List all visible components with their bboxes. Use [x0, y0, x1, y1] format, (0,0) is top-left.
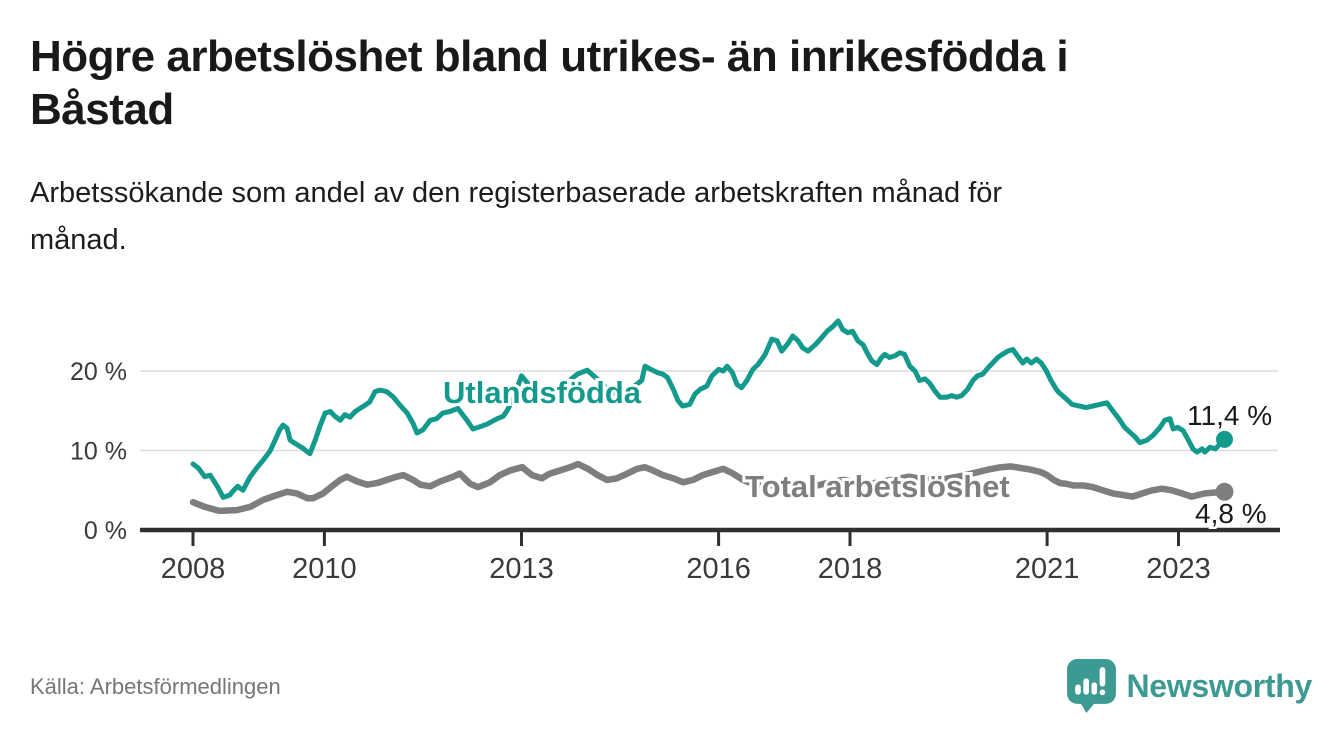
x-tick-label: 2021: [1015, 553, 1080, 585]
y-tick-label: 20 %: [70, 358, 127, 386]
newsworthy-logo-text: Newsworthy: [1126, 668, 1313, 704]
end-dot-utlandsfodda: [1216, 430, 1233, 448]
x-tick-label: 2018: [818, 553, 883, 585]
gridlines: [140, 370, 1278, 452]
page-title-line1: Högre arbetslöshet bland utrikes- än inr…: [30, 32, 1069, 81]
x-tick-label: 2010: [292, 553, 357, 585]
y-axis-labels: 0 % 10 % 20 %: [70, 358, 127, 545]
y-tick-label: 10 %: [70, 438, 127, 466]
page-title-line2: Båstad: [30, 85, 174, 134]
x-tick-label: 2016: [686, 553, 751, 585]
page-title: Högre arbetslöshet bland utrikes- än inr…: [30, 30, 1310, 136]
page-subtitle-line1: Arbetssökande som andel av den registerb…: [30, 177, 1003, 209]
series-label-total-arbetsloshet: Total arbetslöshet: [745, 469, 1010, 504]
series-label-utlandsfodda: Utlandsfödda: [443, 375, 642, 410]
x-axis-ticks: 2008 2010 2013 2016 2018 2021 2023: [161, 532, 1211, 585]
x-tick-label: 2008: [161, 553, 226, 585]
series-line-total-arbetsloshet: [189, 460, 1228, 515]
series-line-utlandsfodda: [190, 318, 1227, 500]
end-value-label-utlandsfodda: 11,4 %: [1187, 400, 1272, 431]
y-tick-label: 0 %: [84, 517, 127, 545]
newsworthy-logo-icon: [1066, 659, 1116, 713]
newsworthy-logo: Newsworthy: [1066, 659, 1313, 714]
page-subtitle: Arbetssökande som andel av den registerb…: [30, 170, 1280, 264]
x-tick-label: 2013: [489, 553, 554, 585]
x-tick-label: 2023: [1146, 553, 1211, 585]
source-credit: Källa: Arbetsförmedlingen: [30, 674, 281, 699]
page-subtitle-line2: månad.: [30, 224, 127, 256]
end-dot-total-arbetsloshet: [1215, 482, 1234, 501]
end-value-label-total-arbetsloshet: 4,8 %: [1195, 498, 1267, 529]
